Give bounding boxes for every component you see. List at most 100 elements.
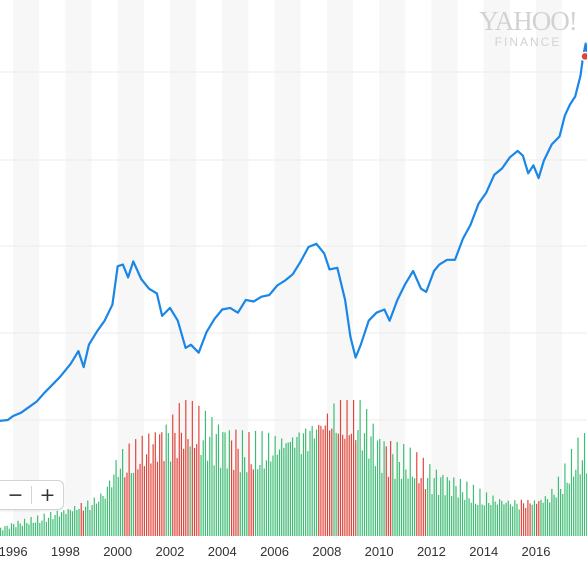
volume-bar [440,477,442,536]
volume-bar [167,433,169,536]
volume-bar [387,476,390,536]
volume-bar [470,502,472,536]
volume-bar [254,430,257,536]
volume-bar [56,510,58,536]
volume-bar [61,512,63,536]
volume-bar [132,472,135,536]
volume-bar [169,461,172,536]
volume-bar [520,499,522,536]
volume-bar [187,439,189,536]
volume-bar [137,469,139,536]
volume-bar [461,492,464,536]
volume-bar [346,400,348,536]
volume-bar [93,497,95,536]
volume-bar [189,446,191,536]
volume-bar [141,435,143,536]
volume-bar [518,509,520,536]
volume-bar [47,517,50,536]
x-tick-label: 2004 [208,544,237,559]
volume-bar [281,438,283,536]
zoom-divider [31,486,32,504]
volume-bar [392,454,394,536]
volume-bar [215,434,217,536]
year-band [536,0,563,536]
volume-bar [466,481,468,536]
volume-bar [84,506,87,536]
volume-bar [409,447,411,536]
volume-bar [126,472,128,536]
volume-bar [448,480,451,536]
volume-bar [481,504,483,536]
x-tick-label: 2012 [417,544,446,559]
volume-bar [302,433,305,536]
volume-bar [403,444,405,536]
volume-bar [366,409,368,536]
volume-bar [285,443,287,536]
volume-bar [311,425,313,536]
volume-bar [357,430,359,536]
volume-bar [2,530,4,536]
volume-bar [52,519,54,536]
volume-bar [259,465,261,536]
volume-bar [313,438,315,536]
volume-bar [429,464,431,536]
volume-bar [217,424,220,536]
volume-bar [305,428,307,536]
volume-bar [198,405,200,536]
volume-bar [289,441,291,536]
volume-bar [483,505,485,536]
volume-bars [0,400,587,536]
volume-bar [427,478,429,536]
volume-bar [98,501,100,536]
volume-bar [557,476,560,536]
volume-bar [80,503,82,536]
volume-bar [370,436,372,536]
volume-bar [196,444,198,536]
volume-bar [490,505,492,536]
x-tick-label: 1996 [0,544,28,559]
volume-bar [352,400,355,536]
volume-bar [400,478,403,536]
volume-bar [422,457,424,536]
volume-bar [577,437,579,536]
volume-bar [498,499,501,536]
volume-bar [496,504,498,536]
volume-bar [433,478,435,536]
volume-bar [459,478,461,536]
volume-bar [263,468,265,536]
volume-bar [555,497,557,536]
volume-bar [509,504,512,536]
volume-bar [562,494,564,536]
volume-bar [261,431,263,536]
volume-bar [202,440,204,536]
volume-bar [503,504,505,536]
zoom-out-button[interactable]: − [7,484,24,506]
volume-bar [237,448,239,536]
volume-bar [37,515,39,536]
volume-bar [413,478,416,536]
volume-bar [544,496,546,536]
volume-bar [514,500,516,536]
volume-bar [274,435,276,536]
volume-bar [564,463,566,536]
volume-bar [405,469,407,536]
volume-bar [178,403,180,536]
x-tick-label: 2016 [522,544,551,559]
volume-bar [385,446,387,536]
volume-bar [527,499,529,536]
x-tick-label: 2006 [260,544,289,559]
volume-bar [551,488,553,536]
current-price-marker[interactable] [580,51,587,62]
volume-bar [442,474,444,536]
volume-bar [435,469,437,536]
volume-bar [222,432,224,536]
zoom-in-button[interactable]: + [39,484,56,506]
volume-bar [379,438,381,536]
volume-bar [566,482,568,536]
volume-bar [418,483,420,536]
volume-bar [326,413,329,536]
volume-bar [342,434,344,536]
volume-bar [161,432,163,536]
volume-bar [531,504,533,536]
zoom-controls: − + [0,480,64,510]
